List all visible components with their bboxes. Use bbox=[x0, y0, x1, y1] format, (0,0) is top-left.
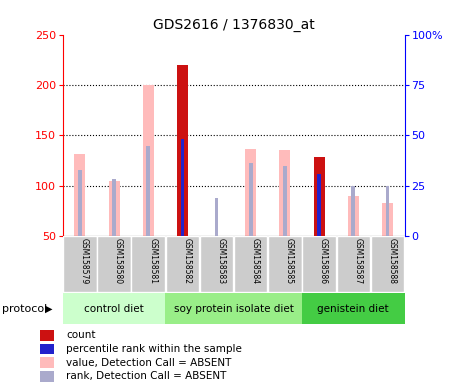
Bar bbox=[177, 65, 188, 236]
Bar bbox=[302, 293, 405, 324]
Text: GSM158579: GSM158579 bbox=[80, 238, 89, 285]
Text: GSM158586: GSM158586 bbox=[319, 238, 328, 285]
Bar bbox=[385, 186, 389, 236]
Bar bbox=[78, 170, 82, 236]
Bar bbox=[40, 357, 54, 368]
Bar bbox=[112, 179, 116, 236]
Bar bbox=[348, 196, 359, 236]
Text: GSM158588: GSM158588 bbox=[387, 238, 397, 285]
Bar bbox=[317, 174, 321, 236]
Bar bbox=[302, 236, 336, 292]
Bar bbox=[40, 344, 54, 354]
Bar bbox=[313, 157, 325, 236]
Bar bbox=[132, 236, 165, 292]
Text: genistein diet: genistein diet bbox=[318, 304, 389, 314]
Bar bbox=[200, 236, 233, 292]
Bar bbox=[166, 236, 199, 292]
Bar bbox=[63, 293, 165, 324]
Text: protocol: protocol bbox=[2, 304, 47, 314]
Bar bbox=[74, 154, 86, 236]
Text: ▶: ▶ bbox=[45, 304, 52, 314]
Text: control diet: control diet bbox=[84, 304, 144, 314]
Text: GSM158583: GSM158583 bbox=[217, 238, 226, 285]
Text: GSM158582: GSM158582 bbox=[182, 238, 192, 285]
Bar bbox=[249, 162, 252, 236]
Text: soy protein isolate diet: soy protein isolate diet bbox=[174, 304, 293, 314]
Bar bbox=[352, 186, 355, 236]
Bar bbox=[63, 236, 97, 292]
Text: count: count bbox=[66, 330, 95, 340]
Bar bbox=[382, 203, 393, 236]
Text: GSM158587: GSM158587 bbox=[353, 238, 362, 285]
Bar bbox=[165, 293, 302, 324]
Text: GSM158580: GSM158580 bbox=[114, 238, 123, 285]
Bar bbox=[371, 236, 404, 292]
Text: percentile rank within the sample: percentile rank within the sample bbox=[66, 344, 242, 354]
Bar bbox=[108, 181, 120, 236]
Title: GDS2616 / 1376830_at: GDS2616 / 1376830_at bbox=[153, 18, 314, 32]
Bar bbox=[245, 149, 256, 236]
Bar bbox=[234, 236, 267, 292]
Bar bbox=[146, 146, 150, 236]
Text: GSM158581: GSM158581 bbox=[148, 238, 157, 285]
Bar bbox=[268, 236, 302, 292]
Text: value, Detection Call = ABSENT: value, Detection Call = ABSENT bbox=[66, 358, 232, 368]
Bar bbox=[143, 85, 154, 236]
Bar bbox=[279, 151, 291, 236]
Text: GSM158584: GSM158584 bbox=[251, 238, 260, 285]
Bar bbox=[180, 139, 184, 236]
Bar bbox=[40, 371, 54, 382]
Bar bbox=[337, 236, 370, 292]
Bar bbox=[97, 236, 131, 292]
Text: GSM158585: GSM158585 bbox=[285, 238, 294, 285]
Text: rank, Detection Call = ABSENT: rank, Detection Call = ABSENT bbox=[66, 371, 226, 381]
Bar bbox=[215, 198, 219, 236]
Bar bbox=[40, 330, 54, 341]
Bar bbox=[283, 166, 287, 236]
